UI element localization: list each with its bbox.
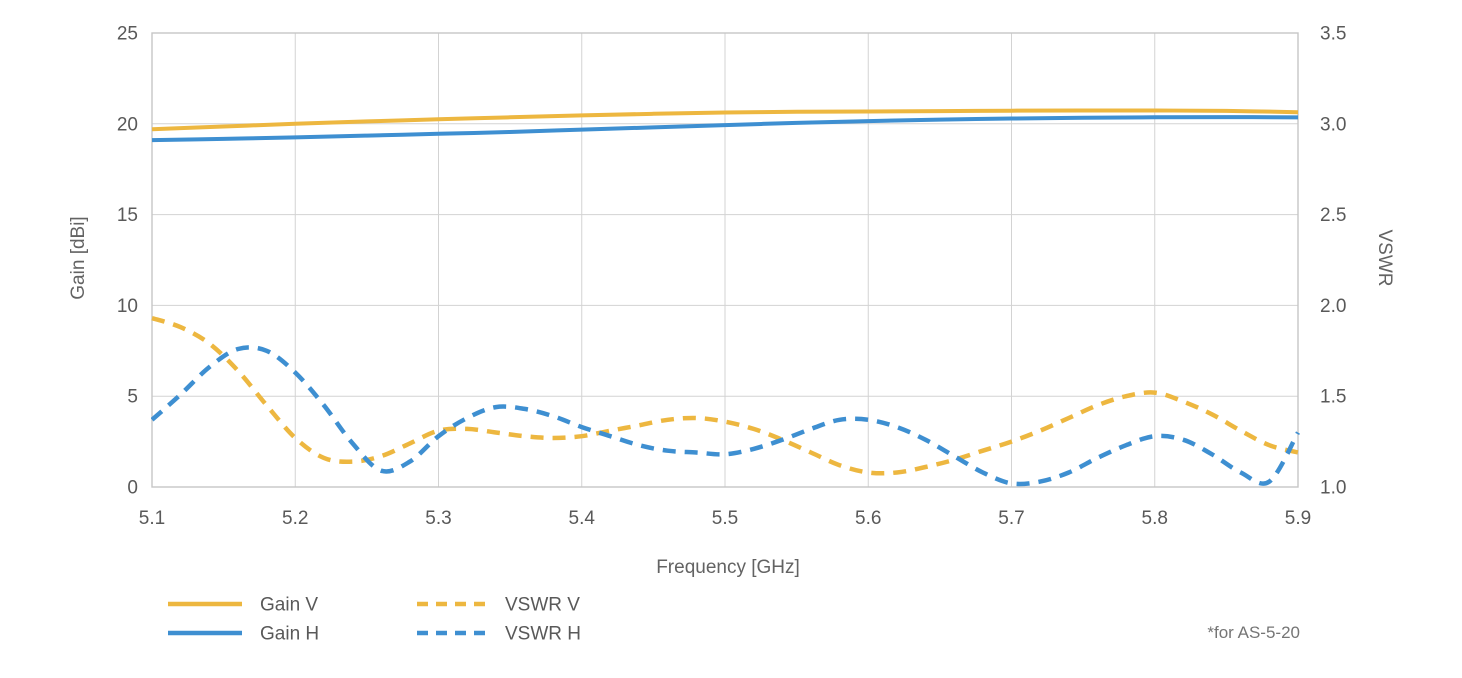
y-right-tick-label: 2.5 bbox=[1320, 205, 1346, 226]
y-right-tick-label: 3.0 bbox=[1320, 114, 1346, 135]
y-right-tick-label: 2.0 bbox=[1320, 296, 1346, 317]
y-left-tick-label: 15 bbox=[117, 205, 138, 226]
legend: Gain V VSWR V Gain H VSWR H bbox=[168, 595, 581, 645]
x-tick-label: 5.9 bbox=[1285, 508, 1311, 529]
x-tick-label: 5.1 bbox=[139, 508, 165, 529]
gridlines bbox=[151, 32, 1299, 488]
x-tick-label: 5.3 bbox=[425, 508, 451, 529]
legend-label: VSWR H bbox=[505, 624, 581, 645]
series-line-gain-h bbox=[151, 115, 1299, 143]
legend-label: Gain V bbox=[260, 595, 318, 616]
y-right-tick-label: 1.5 bbox=[1320, 387, 1346, 408]
x-tick-label: 5.2 bbox=[282, 508, 308, 529]
x-axis-title: Frequency [GHz] bbox=[656, 557, 800, 578]
x-tick-label: 5.4 bbox=[569, 508, 596, 529]
y-right-axis-title: VSWR bbox=[1374, 230, 1395, 287]
x-tick-label: 5.6 bbox=[855, 508, 881, 529]
y-left-axis-title: Gain [dBi] bbox=[68, 216, 89, 299]
x-tick-label: 5.8 bbox=[1142, 508, 1168, 529]
x-tick-label: 5.7 bbox=[998, 508, 1024, 529]
y-right-tick-label: 3.5 bbox=[1320, 24, 1346, 45]
series-lines bbox=[151, 108, 1300, 487]
legend-label: VSWR V bbox=[505, 595, 580, 616]
y-left-tick-label: 20 bbox=[117, 114, 138, 135]
series-line-vswr-v bbox=[151, 315, 1299, 476]
legend-item-gain-v: Gain V bbox=[168, 595, 318, 616]
footnote: *for AS-5-20 bbox=[1207, 623, 1300, 642]
legend-item-vswr-v: VSWR V bbox=[417, 595, 580, 616]
y-left-tick-label: 5 bbox=[127, 387, 138, 408]
series-line-gain-v bbox=[151, 108, 1299, 132]
series-line-vswr-h bbox=[151, 345, 1300, 487]
x-tick-label: 5.5 bbox=[712, 508, 738, 529]
legend-label: Gain H bbox=[260, 624, 319, 645]
y-right-tick-label: 1.0 bbox=[1320, 478, 1346, 499]
y-left-tick-label: 0 bbox=[127, 478, 138, 499]
y-left-tick-label: 25 bbox=[117, 24, 138, 45]
y-left-tick-label: 10 bbox=[117, 296, 138, 317]
tick-labels: 25 20 15 10 5 0 3.5 3.0 2.5 2.0 1.5 1.0 5.1 5.2 5.3 5.4… bbox=[117, 24, 1347, 530]
legend-item-gain-h: Gain H bbox=[168, 624, 319, 645]
plot-border bbox=[151, 32, 1299, 488]
legend-item-vswr-h: VSWR H bbox=[417, 624, 581, 645]
